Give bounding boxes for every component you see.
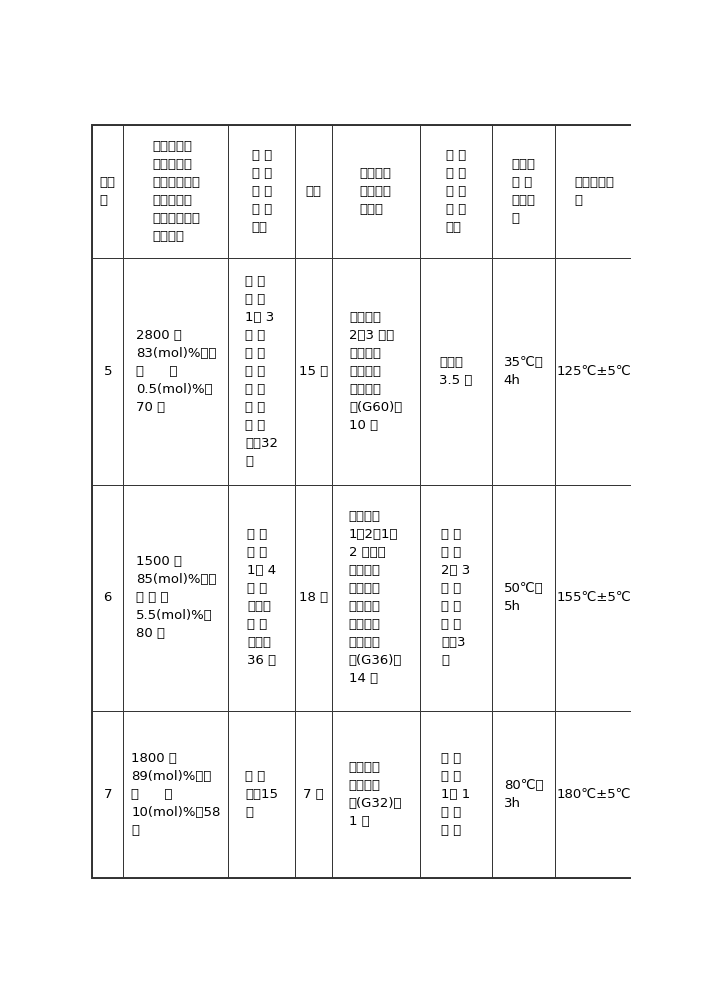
Text: 质 量
比 为
1： 1
的 氯
化 铜: 质 量 比 为 1： 1 的 氯 化 铜: [441, 752, 470, 837]
Text: 质 量
比 为
2： 3
的 乙
酸 锌
与 硼
酸；3
份: 质 量 比 为 2： 3 的 乙 酸 锌 与 硼 酸；3 份: [441, 528, 470, 667]
Bar: [420, 485, 492, 711]
Bar: [123, 485, 229, 711]
Text: 5: 5: [104, 365, 112, 378]
Bar: [332, 485, 420, 711]
Bar: [123, 258, 229, 485]
Text: 丙 三
醇；15
份: 丙 三 醇；15 份: [245, 770, 278, 819]
Text: 混合搅
拌 温
度、时
间: 混合搅 拌 温 度、时 间: [512, 158, 536, 225]
Bar: [420, 711, 492, 878]
Bar: [123, 711, 229, 878]
Bar: [492, 258, 555, 485]
Bar: [492, 485, 555, 711]
Text: 硼酸；
3.5 份: 硼酸； 3.5 份: [439, 356, 472, 387]
Bar: [332, 258, 420, 485]
Bar: [295, 711, 332, 878]
Bar: [295, 485, 332, 711]
Text: 80℃，
3h: 80℃， 3h: [504, 779, 543, 810]
Text: 35℃，
4h: 35℃， 4h: [503, 356, 543, 387]
Bar: [492, 711, 555, 878]
Text: 软水: 软水: [306, 185, 321, 198]
Text: 6: 6: [104, 591, 112, 604]
Text: 18 份: 18 份: [299, 591, 328, 604]
Bar: [492, 125, 555, 258]
Text: 质 量
比 为
1： 4
的 丙
三醇、
聚 乙
二醇；
36 份: 质 量 比 为 1： 4 的 丙 三醇、 聚 乙 二醇； 36 份: [247, 528, 276, 667]
Bar: [555, 125, 632, 258]
Text: 155℃±5℃: 155℃±5℃: [557, 591, 632, 604]
Text: 1500 ，
85(mol)%，衣
康 酸 酯
5.5(mol)%；
80 份: 1500 ， 85(mol)%，衣 康 酸 酯 5.5(mol)%； 80 份: [136, 555, 216, 640]
Text: 实施
例: 实施 例: [100, 176, 116, 207]
Bar: [92, 258, 123, 485]
Text: 质 量
比 为
1： 3
的 丙
三 醇
和 三
甘 醇
二 异
辛 酸
酯；32
份: 质 量 比 为 1： 3 的 丙 三 醇 和 三 甘 醇 二 异 辛 酸 酯；3…: [245, 275, 278, 468]
Bar: [92, 485, 123, 711]
Bar: [92, 711, 123, 878]
Bar: [332, 125, 420, 258]
Text: 15 份: 15 份: [299, 365, 328, 378]
Bar: [420, 125, 492, 258]
Text: 聚乙烯醇聚
合度、醇解
度、含有羧基
的不饱和单
体及其含量；
重量份数: 聚乙烯醇聚 合度、醇解 度、含有羧基 的不饱和单 体及其含量； 重量份数: [152, 140, 200, 243]
Bar: [229, 125, 295, 258]
Text: 质量比为
1：2：1：
2 的滑石
粉、二氧
化硅、芥
酸酰胺和
饱和脂肪
族二羧酸
酯(G36)；
14 份: 质量比为 1：2：1： 2 的滑石 粉、二氧 化硅、芥 酸酰胺和 饱和脂肪 族二…: [349, 510, 402, 685]
Bar: [555, 711, 632, 878]
Bar: [295, 258, 332, 485]
Bar: [332, 711, 420, 878]
Bar: [420, 258, 492, 485]
Text: 2800 ，
83(mol)%，衣
康      酸
0.5(mol)%；
70 份: 2800 ， 83(mol)%，衣 康 酸 0.5(mol)%； 70 份: [136, 329, 216, 414]
Text: 7: 7: [104, 788, 112, 801]
Text: 交 联
剂 种
类 及
重 量
份数: 交 联 剂 种 类 及 重 量 份数: [446, 149, 466, 234]
Text: 熔融挤出温
度: 熔融挤出温 度: [574, 176, 614, 207]
Bar: [229, 485, 295, 711]
Text: 饱和脂肪
族二羧酸
酯(G32)；
1 份: 饱和脂肪 族二羧酸 酯(G32)； 1 份: [349, 761, 402, 828]
Text: 质量比为
2：3 的芥
酸酰胺和
饱和脂肪
族二羧酸
酯(G60)；
10 份: 质量比为 2：3 的芥 酸酰胺和 饱和脂肪 族二羧酸 酯(G60)； 10 份: [349, 311, 402, 432]
Text: 加工助剂
种类及重
量份数: 加工助剂 种类及重 量份数: [360, 167, 392, 216]
Bar: [555, 258, 632, 485]
Bar: [555, 485, 632, 711]
Text: 增 塑
剂 种
类 及
重 量
份数: 增 塑 剂 种 类 及 重 量 份数: [252, 149, 272, 234]
Text: 125℃±5℃: 125℃±5℃: [557, 365, 632, 378]
Bar: [123, 125, 229, 258]
Text: 50℃，
5h: 50℃， 5h: [504, 582, 543, 613]
Bar: [92, 125, 123, 258]
Bar: [229, 258, 295, 485]
Text: 180℃±5℃: 180℃±5℃: [557, 788, 631, 801]
Text: 7 份: 7 份: [303, 788, 324, 801]
Bar: [295, 125, 332, 258]
Bar: [229, 711, 295, 878]
Text: 1800 ，
89(mol)%，丙
烯      酸
10(mol)%；58
份: 1800 ， 89(mol)%，丙 烯 酸 10(mol)%；58 份: [131, 752, 221, 837]
